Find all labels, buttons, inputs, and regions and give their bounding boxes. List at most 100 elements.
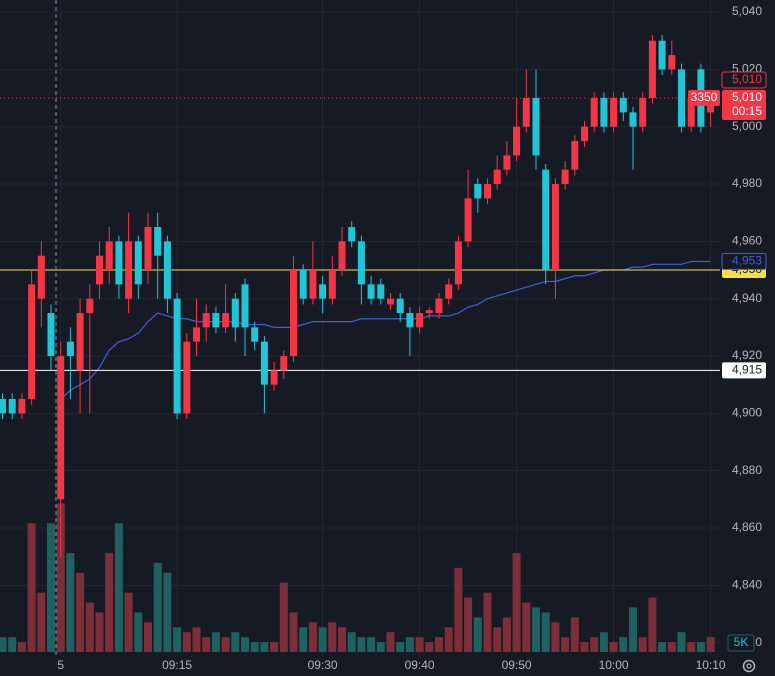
candle-body — [57, 356, 65, 500]
countdown-label: 00:15 — [732, 104, 762, 118]
volume-bar — [114, 523, 123, 652]
candle-body — [125, 241, 133, 299]
volume-bar — [95, 612, 104, 652]
volume-tick-label: 5K — [734, 635, 749, 649]
candle-body — [367, 284, 375, 299]
volume-bar — [444, 627, 453, 652]
candle-body — [522, 98, 530, 127]
candle-body — [464, 198, 472, 242]
volume-bar — [328, 622, 337, 652]
volume-bar — [163, 572, 172, 652]
volume-bar — [182, 632, 191, 652]
candle-body — [581, 126, 588, 142]
volume-bar — [541, 612, 550, 652]
x-tick-label: 10:10 — [696, 658, 726, 672]
high-label-box — [721, 71, 767, 89]
candle-body — [299, 270, 307, 299]
settings-gear[interactable] — [742, 659, 756, 673]
volume-bar — [396, 642, 405, 652]
y-tick-label: 4,940 — [732, 291, 762, 305]
volume-bar — [425, 642, 434, 652]
candle-body — [241, 284, 249, 328]
candle-body — [610, 98, 618, 127]
y-tick-label: 4,880 — [732, 463, 762, 477]
volume-bar — [270, 642, 279, 652]
candle-body — [493, 169, 501, 185]
volume-bar — [17, 642, 26, 652]
price-label-box — [722, 362, 766, 379]
candle-body — [260, 341, 268, 385]
volume-bar — [415, 637, 424, 652]
volume-bar — [561, 637, 570, 652]
candle-body — [338, 241, 346, 271]
volume-bar — [37, 592, 46, 652]
candle-body — [571, 141, 579, 170]
volume-bar — [76, 572, 85, 652]
candle-body — [590, 98, 598, 127]
settings-icon[interactable] — [742, 659, 756, 673]
candle-body — [678, 69, 685, 127]
volume-bar — [202, 637, 211, 652]
y-tick-label: 5,040 — [732, 4, 762, 18]
candle-body — [183, 341, 191, 414]
x-tick-label: 5 — [57, 658, 64, 672]
volume-bar — [619, 637, 628, 652]
volume-bar — [250, 642, 259, 652]
volume-bar — [590, 637, 599, 652]
volume-bar — [211, 632, 220, 652]
volume-bar — [241, 637, 249, 652]
candle-body — [357, 241, 365, 285]
candle-body — [290, 270, 297, 357]
vwap-label-box — [721, 252, 767, 270]
candle-body — [144, 227, 152, 271]
settings-gear-center[interactable] — [746, 663, 752, 669]
volume-bar — [105, 553, 114, 652]
volume-bar — [144, 622, 152, 652]
candle-body — [309, 270, 317, 299]
volume-bar — [609, 642, 618, 652]
volume-bar — [580, 642, 589, 652]
candle-body — [377, 284, 385, 299]
volume-bar — [667, 642, 676, 652]
volume-bar — [570, 617, 579, 652]
volume-bar — [483, 592, 492, 652]
candle-body — [454, 241, 462, 285]
volume-bar — [551, 622, 560, 652]
volume-bar — [405, 637, 414, 652]
candle-body — [18, 399, 26, 414]
candle-body — [251, 327, 259, 342]
volume-bar — [435, 637, 443, 652]
candle-body — [629, 112, 637, 127]
candle-body — [648, 40, 656, 99]
candle-body — [105, 241, 113, 271]
candle-body — [484, 184, 491, 199]
x-tick-label: 09:15 — [162, 658, 192, 672]
candle-body — [280, 356, 288, 371]
volume-bar — [27, 523, 36, 652]
candle-body — [513, 126, 521, 156]
volume-bar — [289, 612, 298, 652]
volume-bar — [522, 602, 531, 652]
candle-body — [619, 98, 627, 113]
volume-bar — [260, 642, 269, 652]
y-tick-label: 4,860 — [732, 520, 762, 534]
candle-body — [37, 255, 45, 299]
candle-body — [503, 155, 511, 170]
volume-bar — [376, 642, 385, 652]
candle-body — [687, 98, 695, 127]
candle-body — [163, 241, 171, 299]
volume-bar — [454, 567, 463, 652]
x-tick-label: 09:50 — [502, 658, 532, 672]
candle-body — [445, 284, 453, 299]
volume-bar — [318, 627, 327, 652]
last-price-box — [722, 90, 766, 121]
volume-bar — [299, 627, 308, 652]
candle-body — [193, 327, 200, 342]
volume-bar — [599, 632, 608, 652]
volume-bar — [677, 632, 686, 652]
y-tick-label: 4,980 — [732, 176, 762, 190]
last-price-label: 5,010 — [732, 90, 762, 104]
volume-bar — [124, 592, 133, 652]
candle-body — [435, 298, 443, 314]
